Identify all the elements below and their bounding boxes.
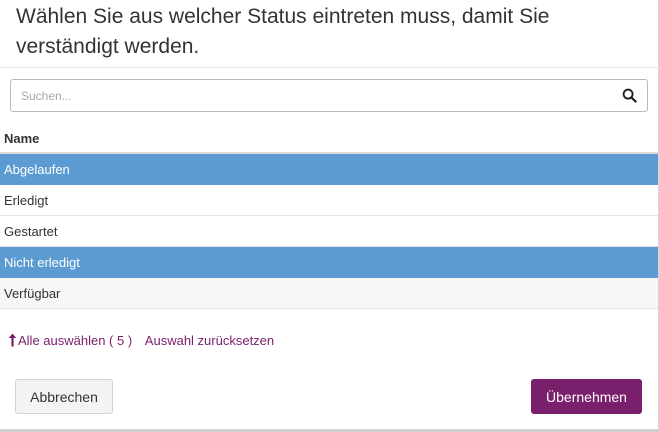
select-all-label: Alle auswählen ( 5 ): [18, 333, 133, 348]
status-row-label: Nicht erledigt: [4, 255, 80, 270]
status-row-gestartet[interactable]: Gestartet: [0, 216, 658, 247]
dialog-title-line-2: verständigt werden.: [16, 35, 200, 58]
search-icon[interactable]: [622, 88, 637, 103]
column-header-label: Name: [4, 131, 40, 146]
dialog-title: Wählen Sie aus welcher Status eintreten …: [16, 2, 646, 62]
select-all-link[interactable]: Alle auswählen ( 5 ): [8, 333, 132, 348]
reset-selection-link[interactable]: Auswahl zurücksetzen: [144, 333, 275, 348]
title-divider: [0, 67, 659, 68]
status-row-nicht-erledigt[interactable]: Nicht erledigt: [0, 247, 658, 278]
cancel-button[interactable]: Abbrechen: [15, 379, 113, 414]
status-row-abgelaufen[interactable]: Abgelaufen: [0, 154, 658, 185]
apply-button[interactable]: Übernehmen: [531, 379, 642, 414]
arrow-up-icon: [8, 333, 17, 347]
status-row-label: Erledigt: [4, 193, 49, 208]
selection-links: Alle auswählen ( 5 ) Auswahl zurücksetze…: [8, 333, 274, 351]
dialog-bottom-edge: [0, 429, 659, 432]
dialog-title-line-1: Wählen Sie aus welcher Status eintreten …: [16, 5, 550, 28]
status-row-label: Abgelaufen: [4, 162, 70, 177]
status-row-label: Verfügbar: [4, 286, 61, 301]
status-row-erledigt[interactable]: Erledigt: [0, 185, 658, 216]
search-box: [10, 79, 648, 112]
status-row-label: Gestartet: [4, 224, 58, 239]
column-header-name[interactable]: Name: [0, 122, 658, 154]
status-row-verfuegbar[interactable]: Verfügbar: [0, 278, 658, 309]
status-list: Abgelaufen Erledigt Gestartet Nicht erle…: [0, 154, 658, 309]
search-input[interactable]: [11, 80, 611, 111]
